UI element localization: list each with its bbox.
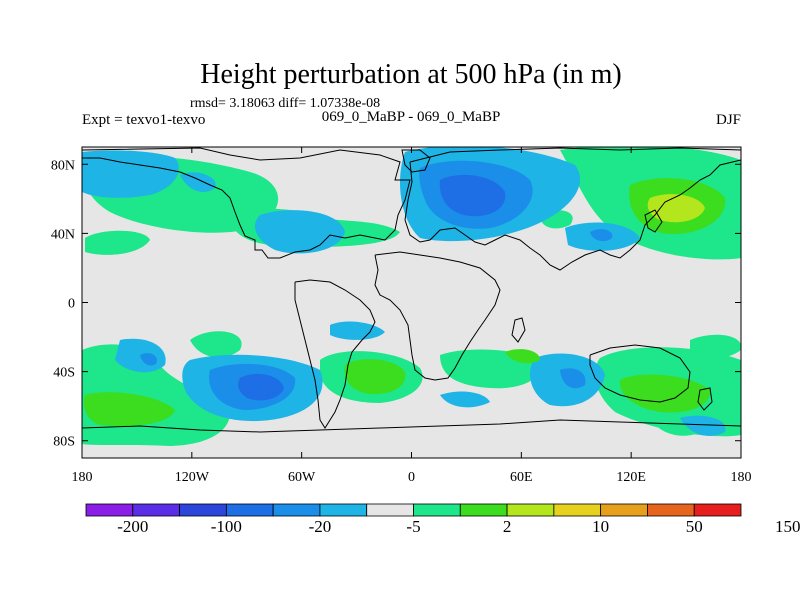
colorbar-label: -100: [211, 517, 242, 536]
colorbar-swatch: [600, 503, 648, 517]
colorbar-swatch: [413, 503, 461, 517]
continent-outlines: [82, 147, 741, 433]
x-tick-label: 180: [731, 470, 752, 485]
x-tick-label: 0: [408, 470, 415, 485]
colorbar-label: -20: [309, 517, 332, 536]
x-tick-label: 180: [72, 470, 93, 485]
colorbar: -200 -100 -20 -5 2 10 50 150: [85, 503, 800, 536]
coastline-south-america: [294, 279, 376, 429]
colorbar-label: 150: [775, 517, 800, 536]
contour-band-50: [83, 178, 726, 427]
y-tick-label: 40S: [53, 366, 75, 381]
colorbar-label: 10: [592, 517, 609, 536]
experiment-label: Expt = texvo1-texvo: [82, 112, 205, 128]
x-tick-label: 120E: [616, 470, 646, 485]
y-tick-label: 0: [68, 297, 75, 312]
coastline-new-zealand: [697, 387, 713, 411]
x-tick-label: 60W: [288, 470, 316, 485]
colorbar-swatch: [85, 503, 134, 517]
coastline-antarctica: [82, 419, 741, 433]
x-tick-label: 60E: [510, 470, 533, 485]
y-tick-label: 80N: [51, 158, 75, 173]
coastline-madagascar: [511, 317, 526, 343]
stats-label: rmsd= 3.18063 diff= 1.07338e-08: [190, 96, 380, 111]
coastline-africa: [374, 251, 501, 381]
contour-band-minus-100: [238, 174, 506, 401]
colorbar-swatch: [459, 503, 508, 517]
colorbar-swatch: [506, 503, 555, 517]
map-plot-area: [82, 147, 741, 458]
chart-title: Height perturbation at 500 hPa (in m): [200, 59, 621, 90]
coastline-japan: [644, 209, 663, 233]
colorbar-swatch: [553, 503, 602, 517]
y-tick-label: 40N: [51, 227, 75, 242]
colorbar-label: -200: [117, 517, 148, 536]
y-axis: 80N 40N 0 40S 80S: [51, 158, 741, 450]
coastline-eurasia: [404, 147, 741, 271]
x-axis: 180 120W 60W 0 60E 120E 180: [72, 147, 752, 485]
colorbar-swatch: [225, 503, 274, 517]
coastline-north-america: [82, 147, 411, 259]
season-label: DJF: [716, 112, 741, 128]
comparison-label: 069_0_MaBP - 069_0_MaBP: [322, 109, 501, 125]
x-tick-label: 120W: [175, 470, 210, 485]
colorbar-swatch: [319, 503, 368, 517]
colorbar-swatch: [366, 503, 414, 517]
colorbar-label: -5: [406, 517, 420, 536]
colorbar-swatch: [179, 503, 227, 517]
colorbar-label: 2: [503, 517, 512, 536]
coastline-australia: [589, 344, 691, 403]
y-tick-label: 80S: [53, 435, 75, 450]
coastline-greenland: [401, 149, 431, 173]
colorbar-swatch: [132, 503, 180, 517]
colorbar-swatch: [647, 503, 695, 517]
colorbar-label: 50: [686, 517, 703, 536]
colorbar-swatch: [693, 503, 742, 517]
colorbar-swatch: [272, 503, 321, 517]
contour-band-150: [647, 194, 705, 223]
